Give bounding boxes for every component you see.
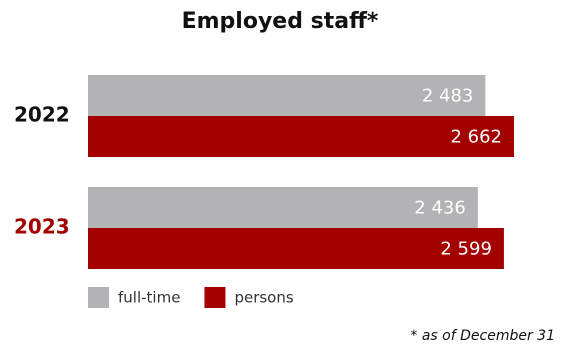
bar <box>88 75 486 116</box>
category-label: 2022 <box>14 103 70 127</box>
category-label: 2023 <box>14 215 70 239</box>
value-label: 2 662 <box>450 127 502 148</box>
value-label: 2 599 <box>440 239 492 260</box>
bar <box>88 187 478 228</box>
value-label: 2 483 <box>422 86 474 107</box>
legend-swatch <box>88 287 109 308</box>
legend-label: full-time <box>118 289 180 307</box>
bar <box>88 116 514 157</box>
bar <box>88 228 504 269</box>
footnote: * as of December 31 <box>410 328 555 344</box>
chart-title: Employed staff* <box>182 9 379 34</box>
legend-label: persons <box>234 289 293 307</box>
value-label: 2 436 <box>414 198 466 219</box>
legend-swatch <box>204 287 226 308</box>
